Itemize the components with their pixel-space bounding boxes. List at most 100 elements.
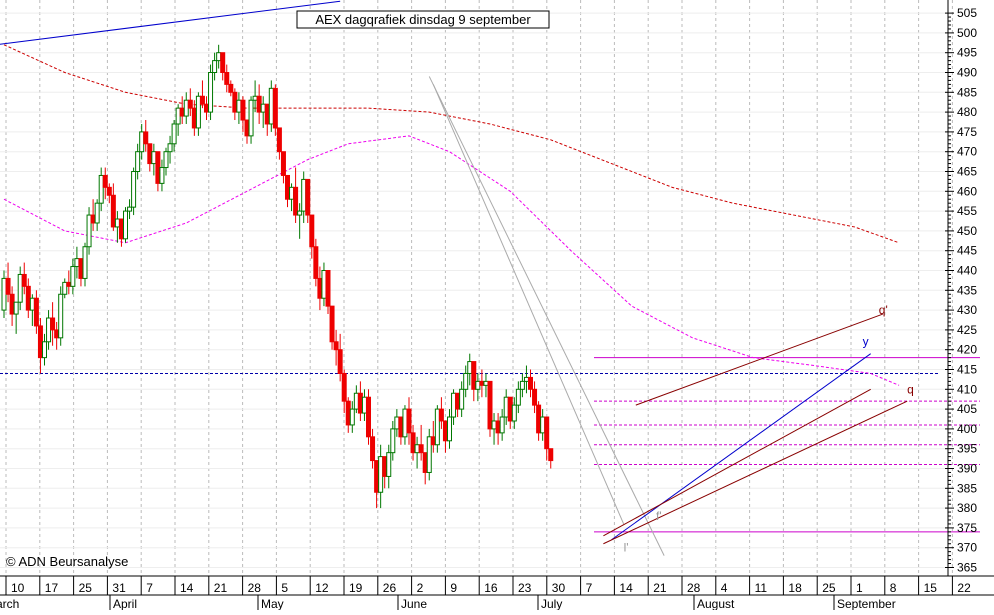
candle-body	[361, 396, 367, 414]
candle	[305, 178, 311, 223]
candle-body	[74, 258, 80, 268]
y-tick-label: 505	[957, 6, 977, 20]
candle-body	[179, 107, 185, 117]
candle	[5, 262, 11, 303]
candle	[17, 266, 23, 311]
candle-body	[511, 404, 517, 422]
candle-body	[540, 416, 546, 434]
candle-body	[349, 408, 355, 426]
candle-body	[195, 95, 201, 129]
candle-body	[98, 174, 104, 204]
candle-body	[503, 396, 509, 418]
candle	[418, 424, 424, 461]
label-f-prime: f'	[656, 509, 662, 523]
y-tick-label: 465	[957, 165, 977, 179]
candle	[499, 409, 505, 441]
candle-body	[50, 317, 56, 331]
candle	[195, 92, 201, 136]
candle	[86, 207, 92, 255]
y-tick-label: 390	[957, 462, 977, 476]
candle-body	[127, 206, 133, 212]
candle	[123, 207, 128, 243]
candle	[264, 103, 270, 136]
candle	[507, 396, 513, 429]
candle-body	[321, 270, 327, 299]
candle	[127, 199, 133, 220]
candle-body	[94, 202, 100, 224]
candle-body	[353, 392, 359, 410]
candle	[224, 64, 230, 93]
x-tick-label: 5	[281, 581, 288, 595]
candle-body	[21, 273, 27, 287]
candle-body	[293, 186, 299, 216]
y-tick-label: 415	[957, 363, 977, 377]
candle-body	[536, 404, 542, 434]
candle-body	[9, 293, 15, 315]
candle	[491, 413, 497, 445]
x-tick-label: 7	[586, 581, 593, 595]
label-q-prime: q'	[879, 303, 888, 317]
candle-body	[82, 246, 88, 279]
candle	[37, 318, 43, 374]
candle-body	[276, 127, 282, 153]
candle-body	[260, 103, 266, 113]
ma-short-line	[3, 135, 900, 386]
candle-body	[143, 131, 149, 145]
candle	[402, 405, 408, 445]
y-tick-label: 430	[957, 303, 977, 317]
candle	[337, 333, 343, 382]
x-tick-label: 10	[11, 581, 25, 595]
y-tick-label: 440	[957, 264, 977, 278]
x-tick-label: 9	[450, 581, 457, 595]
copyright-text: © ADN Beursanalyse	[6, 554, 128, 569]
x-tick-label: 7	[146, 581, 153, 595]
candle-body	[495, 420, 501, 434]
ma-long-line	[3, 44, 900, 244]
trendlines-layer	[0, 0, 908, 556]
x-tick-label: 2	[417, 581, 424, 595]
candle-body	[459, 388, 465, 410]
candle-body	[208, 72, 214, 113]
candle	[42, 333, 47, 366]
candle	[187, 88, 193, 117]
candle	[1, 270, 7, 319]
x-tick-label: 30	[552, 581, 566, 595]
candle-body	[216, 52, 222, 62]
candle-body	[86, 214, 92, 248]
candle-body	[236, 99, 242, 113]
candle	[208, 64, 214, 121]
candle-body	[187, 99, 193, 109]
candle-body	[17, 273, 23, 303]
y-tick-label: 460	[957, 184, 977, 198]
candle	[459, 381, 465, 418]
x-tick-label: 17	[45, 581, 59, 595]
candle	[463, 365, 469, 398]
candle	[455, 392, 461, 418]
candle-body	[471, 361, 477, 390]
candle	[301, 171, 307, 223]
candle-body	[123, 210, 128, 240]
candle-body	[70, 266, 76, 287]
x-tick-label: 26	[383, 581, 397, 595]
y-tick-label: 380	[957, 501, 977, 515]
chart-title: AEX dagqrafiek dinsdag 9 september	[315, 12, 531, 27]
dark-channel-upper	[635, 313, 884, 406]
x-tick-label: 18	[788, 581, 802, 595]
grid-layer	[0, 0, 953, 576]
x-tick-label: 28	[687, 581, 701, 595]
candle	[78, 258, 84, 287]
candle-body	[487, 380, 493, 430]
dark-channel-lower	[603, 400, 908, 545]
candle	[426, 428, 432, 481]
candle	[33, 290, 39, 334]
x-tick-label: 12	[315, 581, 329, 595]
candle-body	[244, 119, 250, 137]
candle	[321, 262, 327, 307]
candle-body	[163, 151, 169, 169]
candle	[394, 409, 400, 437]
candle-body	[426, 436, 432, 473]
candle-body	[220, 52, 226, 73]
